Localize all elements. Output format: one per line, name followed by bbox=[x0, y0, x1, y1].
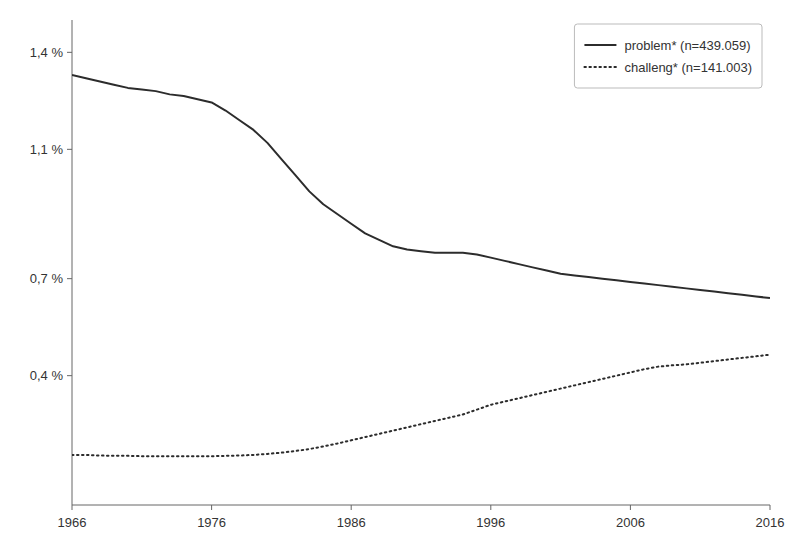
chart: 1966 1976 1986 1996 2006 2016 0,4 % 0,7 % 1,1 % 1… bbox=[0, 0, 794, 553]
x-tick bbox=[211, 505, 212, 510]
y-axis-line bbox=[72, 20, 73, 505]
y-tick-label: 1,1 % bbox=[30, 142, 64, 157]
y-tick bbox=[67, 278, 72, 279]
x-tick bbox=[770, 505, 771, 510]
x-tick bbox=[490, 505, 491, 510]
y-tick-label: 0,4 % bbox=[30, 368, 64, 383]
legend-swatch bbox=[584, 44, 616, 46]
x-tick-label: 1976 bbox=[197, 515, 226, 530]
legend-label: problem* (n=439.059) bbox=[624, 38, 750, 53]
series-line bbox=[72, 75, 770, 298]
legend: problem* (n=439.059) challeng* (n=141.003… bbox=[574, 24, 762, 88]
legend-swatch bbox=[584, 66, 616, 68]
legend-label: challeng* (n=141.003) bbox=[624, 60, 752, 75]
x-tick-label: 2006 bbox=[616, 515, 645, 530]
x-tick-label: 1986 bbox=[337, 515, 366, 530]
y-tick bbox=[67, 52, 72, 53]
series-line bbox=[72, 355, 770, 457]
x-tick-label: 1996 bbox=[476, 515, 505, 530]
x-tick-label: 1966 bbox=[58, 515, 87, 530]
x-axis-line bbox=[72, 505, 770, 506]
axes: 1966 1976 1986 1996 2006 2016 0,4 % 0,7 % 1,1 % 1… bbox=[30, 20, 785, 530]
y-tick bbox=[67, 375, 72, 376]
y-tick bbox=[67, 149, 72, 150]
x-tick bbox=[630, 505, 631, 510]
x-tick bbox=[72, 505, 73, 510]
x-tick-label: 2016 bbox=[756, 515, 785, 530]
legend-frame bbox=[574, 24, 762, 88]
y-tick-label: 0,7 % bbox=[30, 271, 64, 286]
series-lines bbox=[72, 75, 770, 456]
x-tick bbox=[351, 505, 352, 510]
y-tick-label: 1,4 % bbox=[30, 45, 64, 60]
